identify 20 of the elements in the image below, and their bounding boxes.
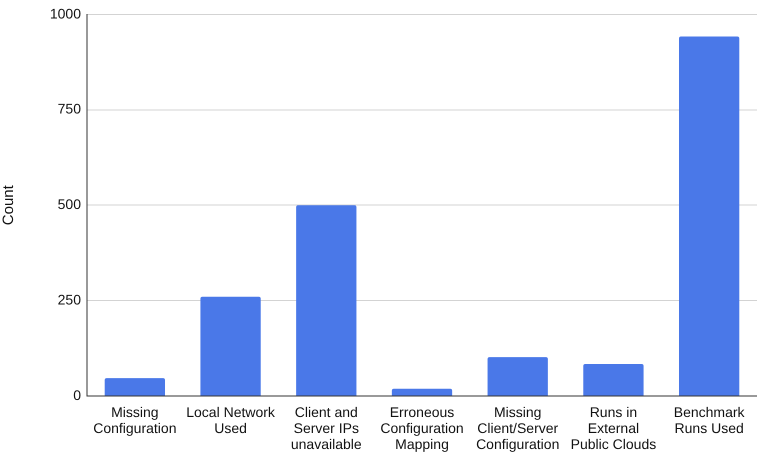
x-tick-label: Missing Client/Server Configuration (476, 404, 560, 452)
x-tick-label: Client and Server IPs unavailable (290, 404, 362, 452)
x-tick-label: Benchmark Runs Used (674, 404, 746, 436)
y-axis-title: Count (0, 184, 18, 226)
y-tick-label: 0 (73, 386, 82, 403)
bar (104, 378, 166, 396)
x-tick-label: Runs in External Public Clouds (570, 404, 656, 452)
bar (296, 205, 356, 396)
x-tick-label: Missing Configuration (93, 404, 176, 436)
x-tick-label: Local Network Used (186, 404, 276, 436)
bar (200, 296, 261, 396)
y-tick-label: 1000 (50, 5, 82, 22)
bar (583, 364, 644, 396)
bar (392, 388, 452, 396)
y-tick-label: 750 (58, 100, 82, 117)
y-tick-label: 250 (58, 291, 82, 308)
y-tick-label: 500 (58, 196, 82, 212)
x-tick-label: Erroneous Configuration Mapping (380, 404, 464, 452)
bar (488, 357, 548, 396)
bar (678, 36, 740, 396)
